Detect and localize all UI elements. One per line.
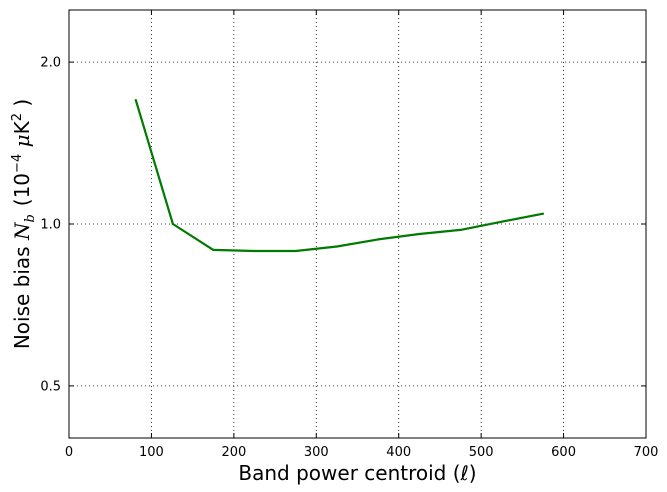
x-tick-label: 500: [469, 445, 494, 460]
data-point: [253, 249, 256, 253]
data-point: [171, 222, 174, 226]
x-tick-label: 700: [634, 445, 659, 460]
x-tick-label: 600: [551, 445, 576, 460]
x-tick-label: 300: [304, 445, 329, 460]
y-label-var: N: [10, 221, 34, 241]
y-axis-label: Noise bias Nb (10−4 μK2 ): [10, 99, 38, 349]
data-series: [134, 98, 545, 253]
y-label-unit-k: K: [10, 120, 34, 134]
axis-ticks: 0 100 200 300 400 500 600 700 0.5 1.0 2.0: [40, 10, 658, 460]
x-tick-label: 0: [65, 445, 73, 460]
data-point: [335, 245, 338, 248]
data-point: [500, 220, 503, 223]
noise-bias-line: [134, 99, 544, 253]
x-axis-label: Band power centroid (ℓ): [238, 461, 476, 485]
data-point: [294, 249, 297, 253]
y-label-unit-close: ): [10, 99, 34, 113]
y-label-unit-open: (10: [10, 173, 34, 206]
y-label-unit-exp: −4: [10, 154, 25, 173]
x-tick-label: 100: [139, 445, 164, 460]
y-tick-label: 0.5: [40, 379, 61, 394]
data-point: [541, 212, 545, 215]
grid: [69, 10, 646, 438]
y-label-var-sub: b: [23, 214, 38, 222]
data-point: [377, 238, 380, 241]
y-label-prefix: Noise bias: [10, 240, 34, 349]
data-point: [459, 228, 462, 232]
data-point: [212, 248, 215, 252]
x-tick-label: 400: [386, 445, 411, 460]
data-point: [134, 98, 137, 102]
y-label-unit-k-exp: 2: [10, 113, 25, 121]
y-tick-label: 2.0: [40, 56, 61, 71]
data-point: [418, 232, 421, 236]
x-tick-label: 200: [221, 445, 246, 460]
y-label-unit-mu: μ: [10, 134, 34, 153]
y-tick-label: 1.0: [40, 218, 61, 233]
